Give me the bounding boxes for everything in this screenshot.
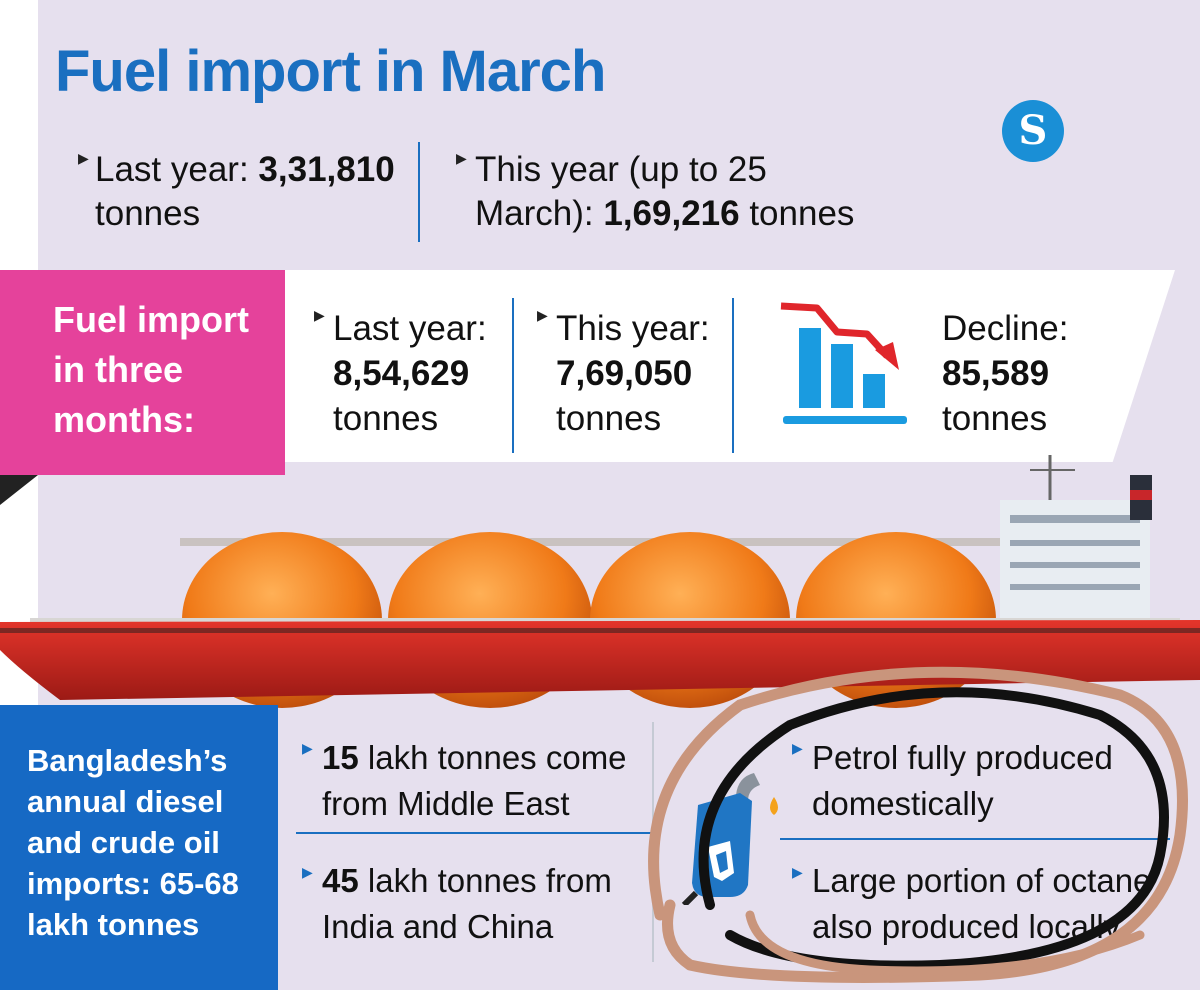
three-months-label-box [0, 270, 285, 475]
bullet-icon: ▶ [314, 307, 325, 323]
bullet-icon: ▶ [302, 864, 313, 880]
page-title: Fuel import in March [55, 39, 606, 104]
india-china-value: 45 [322, 862, 359, 899]
petrol-text: domestically [812, 785, 994, 822]
bullet-icon: ▶ [456, 150, 467, 166]
annual-heading-line: annual diesel [27, 784, 224, 819]
march-last-year-value: 3,31,810 [258, 150, 395, 189]
march-last-year-unit: tonnes [95, 194, 201, 233]
decline-unit: tonnes [942, 399, 1048, 438]
annual-heading-line: Bangladesh’s [27, 743, 228, 778]
divider [418, 142, 420, 242]
ship-illustration [0, 455, 1200, 708]
divider [732, 298, 734, 453]
march-last-year: Last year: 3,31,810 tonnes [95, 148, 395, 236]
india-china-item: 45 lakh tonnes from India and China [322, 858, 612, 950]
decline-chart-icon [780, 302, 907, 424]
bullet-icon: ▶ [302, 740, 313, 756]
bullet-icon: ▶ [792, 740, 803, 756]
three-months-band [285, 270, 1175, 462]
decline-label: Decline: [942, 309, 1069, 348]
three-months-this-year-label: This year: [556, 309, 710, 348]
three-months-last-year-value: 8,54,629 [333, 354, 470, 393]
three-months-this-year-unit: tonnes [556, 399, 662, 438]
three-months-this-year: This year: 7,69,050 tonnes [556, 306, 710, 441]
india-china-text: India and China [322, 908, 554, 945]
march-this-year: This year (up to 25 March): 1,69,216 ton… [475, 148, 854, 236]
three-months-last-year-unit: tonnes [333, 399, 439, 438]
middle-east-item: 15 lakh tonnes come from Middle East [322, 735, 627, 827]
march-last-year-label: Last year: [95, 150, 259, 189]
logo: S [1002, 100, 1064, 162]
divider [296, 832, 651, 834]
three-months-last-year: Last year: 8,54,629 tonnes [333, 306, 487, 441]
petrol-item: Petrol fully produced domestically [812, 735, 1113, 827]
annual-imports-box [0, 705, 278, 990]
three-months-heading-line: in three [53, 349, 184, 390]
march-this-year-label-2: March): [475, 194, 604, 233]
highlight-scribble [648, 666, 1188, 983]
india-china-text: lakh tonnes from [358, 862, 612, 899]
middle-east-text: lakh tonnes come [358, 739, 627, 776]
divider [512, 298, 514, 453]
octane-text: Large portion of octane [812, 862, 1152, 899]
bullet-icon: ▶ [537, 307, 548, 323]
three-months-heading-line: Fuel import [53, 299, 249, 340]
three-months-this-year-value: 7,69,050 [556, 354, 693, 393]
decline-value: 85,589 [942, 354, 1050, 393]
middle-east-value: 15 [322, 739, 359, 776]
three-months-heading: Fuel import in three months: [53, 295, 249, 445]
annual-heading-line: and crude oil [27, 825, 220, 860]
annual-imports-heading: Bangladesh’s annual diesel and crude oil… [27, 740, 239, 945]
ribbon-fold [0, 475, 38, 505]
three-months-decline: Decline: 85,589 tonnes [942, 306, 1068, 441]
bullet-icon: ▶ [78, 150, 89, 166]
three-months-heading-line: months: [53, 399, 195, 440]
annual-heading-line: lakh tonnes [27, 907, 200, 942]
middle-east-text: from Middle East [322, 785, 570, 822]
petrol-text: Petrol fully produced [812, 739, 1113, 776]
annual-heading-line: imports: 65-68 [27, 866, 239, 901]
three-months-last-year-label: Last year: [333, 309, 487, 348]
divider [780, 838, 1170, 840]
march-this-year-unit: tonnes [739, 194, 855, 233]
march-this-year-label-1: This year (up to 25 [475, 150, 767, 189]
march-this-year-value: 1,69,216 [603, 194, 740, 233]
bullet-icon: ▶ [792, 864, 803, 880]
